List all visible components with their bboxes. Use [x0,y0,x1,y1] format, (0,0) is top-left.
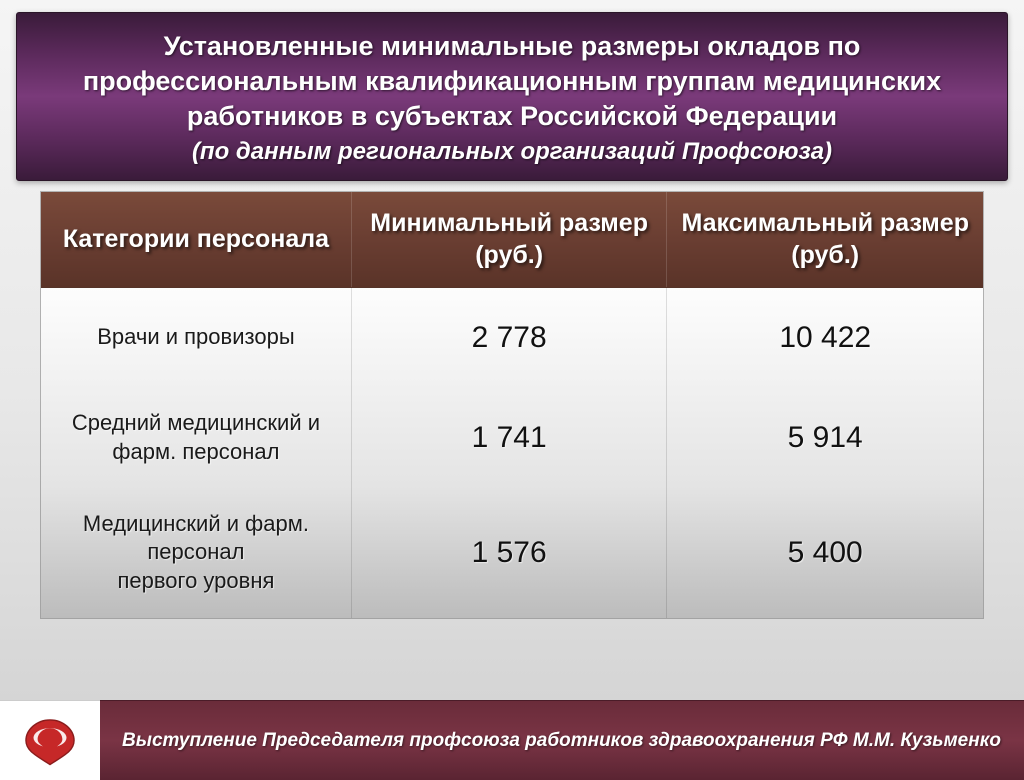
table-header-row: Категории персонала Минимальный размер (… [41,192,983,288]
slide-title: Установленные минимальные размеры окладо… [47,29,977,134]
cell-category: Средний медицинский и фарм. персонал [41,388,352,488]
cell-category: Медицинский и фарм. персоналпервого уров… [41,488,352,618]
column-header-max: Максимальный размер (руб.) [667,192,983,287]
cell-max: 10 422 [667,288,983,388]
slide-subtitle: (по данным региональных организаций Проф… [47,138,977,166]
slide-footer: Выступление Председателя профсоюза работ… [0,700,1024,780]
salary-table: Категории персонала Минимальный размер (… [40,191,984,619]
category-line1: Медицинский и фарм. персоналпервого уров… [51,510,341,596]
slide-title-block: Установленные минимальные размеры окладо… [16,12,1008,181]
footer-text-box: Выступление Председателя профсоюза работ… [100,700,1024,780]
cell-min: 1 576 [352,488,668,618]
column-header-min: Минимальный размер (руб.) [352,192,668,287]
table-body: Врачи и провизоры 2 778 10 422 Средний м… [41,288,983,618]
column-header-category: Категории персонала [41,192,352,287]
cell-category: Врачи и провизоры [41,288,352,388]
union-logo-icon [15,713,85,768]
cell-max: 5 914 [667,388,983,488]
cell-max: 5 400 [667,488,983,618]
table-row: Средний медицинский и фарм. персонал 1 7… [41,388,983,488]
footer-logo-box [0,700,100,780]
cell-min: 1 741 [352,388,668,488]
footer-text: Выступление Председателя профсоюза работ… [122,728,1001,754]
table-row: Врачи и провизоры 2 778 10 422 [41,288,983,388]
cell-min: 2 778 [352,288,668,388]
table-row: Медицинский и фарм. персоналпервого уров… [41,488,983,618]
